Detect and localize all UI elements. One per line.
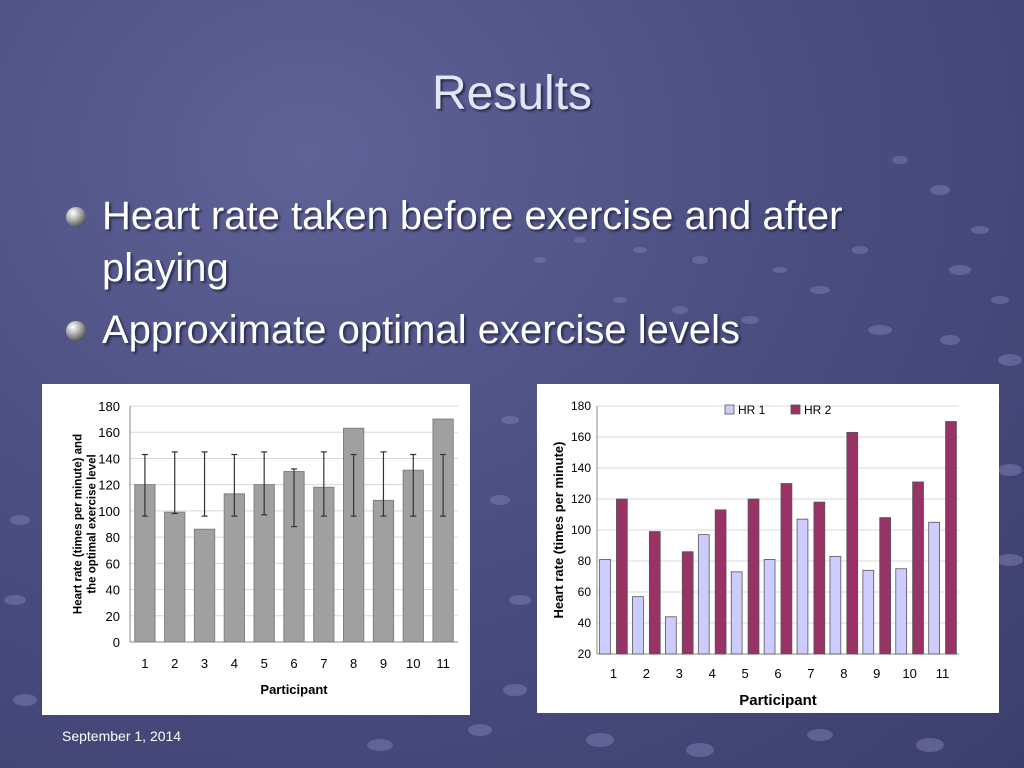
y-axis-label: Heart rate (times per minute) xyxy=(551,442,566,619)
bar-hr-1 xyxy=(730,571,743,655)
y-tick-label: 180 xyxy=(571,399,591,413)
bar-hr-1 xyxy=(895,568,908,655)
bar-hr-2 xyxy=(879,517,891,655)
x-tick-label: 8 xyxy=(840,666,847,681)
bar xyxy=(164,511,186,643)
x-tick-label: 10 xyxy=(406,656,420,671)
bar-hr-1 xyxy=(862,569,875,655)
x-tick-label: 1 xyxy=(610,666,617,681)
x-tick-label: 3 xyxy=(201,656,208,671)
y-tick-label: 40 xyxy=(106,583,120,598)
legend-swatch xyxy=(790,404,801,415)
bar-hr-1 xyxy=(665,616,677,655)
bullet-text: Heart rate taken before exercise and aft… xyxy=(102,194,843,290)
bar xyxy=(372,499,395,643)
bar-hr-2 xyxy=(681,551,694,655)
x-tick-label: 2 xyxy=(171,656,178,671)
chart-panel-optimal-level: 0 20 40 60 80 100 120 140 160 180 1 2 3 4 5 6 7 8 9 10 11 Par… xyxy=(42,384,470,715)
bar-hr-2 xyxy=(616,498,628,655)
x-tick-label: 9 xyxy=(380,656,387,671)
bar-hr-2 xyxy=(780,483,793,655)
y-tick-label: 100 xyxy=(98,504,120,519)
x-tick-label: 9 xyxy=(873,666,880,681)
bar xyxy=(432,418,454,643)
bar-hr-1 xyxy=(829,555,842,655)
bullet-item: Approximate optimal exercise levels xyxy=(66,304,966,356)
x-tick-label: 8 xyxy=(350,656,357,671)
bar-hr-2 xyxy=(846,431,859,655)
y-tick-label: 40 xyxy=(578,616,592,630)
y-tick-label: 100 xyxy=(571,523,591,537)
x-tick-label: 11 xyxy=(936,666,950,681)
bar-hr-1 xyxy=(796,518,809,655)
bullet-text: Approximate optimal exercise levels xyxy=(102,308,741,352)
bar-hr-2 xyxy=(945,421,957,655)
x-tick-label: 2 xyxy=(643,666,650,681)
x-axis-label: Participant xyxy=(260,682,328,697)
bullet-orb-icon xyxy=(66,207,86,227)
y-tick-label: 20 xyxy=(578,647,592,661)
bullet-orb-icon xyxy=(66,321,86,341)
x-axis-label: Participant xyxy=(739,692,817,709)
y-axis-label: Heart rate (times per minute) and the opt… xyxy=(73,434,99,614)
bar-hr-2 xyxy=(912,481,924,655)
y-tick-label: 20 xyxy=(106,609,120,624)
bar xyxy=(193,528,216,643)
y-tick-label: 180 xyxy=(98,399,120,414)
bar-hr-2 xyxy=(747,498,760,655)
x-tick-label: 4 xyxy=(709,666,716,681)
x-tick-label: 11 xyxy=(436,656,450,671)
legend-label: HR 2 xyxy=(804,403,832,417)
y-tick-label: 80 xyxy=(578,554,592,568)
bar-hr-1 xyxy=(928,521,940,655)
x-tick-label: 4 xyxy=(231,656,238,671)
y-tick-label: 120 xyxy=(98,478,120,493)
slide-title: Results xyxy=(431,67,593,120)
bar-hr-2 xyxy=(648,531,661,655)
legend-swatch xyxy=(724,404,735,415)
x-tick-label: 6 xyxy=(774,666,781,681)
bar-hr-1 xyxy=(599,559,611,655)
bar xyxy=(342,427,365,643)
x-tick-label: 7 xyxy=(807,666,814,681)
x-tick-label: 1 xyxy=(141,656,148,671)
x-tick-label: 5 xyxy=(261,656,268,671)
x-tick-label: 7 xyxy=(320,656,327,671)
y-tick-label: 60 xyxy=(106,556,120,571)
x-tick-label: 10 xyxy=(902,666,916,681)
bar-chart-hr-comparison: 20 40 60 80 100 120 140 160 180 1 2 3 4 5 6 7 8 9 10 11 Part… xyxy=(551,399,959,709)
bullet-item: Heart rate taken before exercise and aft… xyxy=(66,190,966,294)
bar-chart-optimal-level: 0 20 40 60 80 100 120 140 160 180 1 2 3 4 5 6 7 8 9 10 11 Par… xyxy=(73,399,458,697)
bullet-list: Heart rate taken before exercise and aft… xyxy=(66,190,966,366)
bar-hr-2 xyxy=(714,509,727,655)
chart-panel-hr-comparison: 20 40 60 80 100 120 140 160 180 1 2 3 4 5 6 7 8 9 10 11 Part… xyxy=(537,384,999,713)
y-tick-label: 160 xyxy=(98,425,120,440)
bar-hr-2 xyxy=(813,501,826,655)
x-tick-label: 6 xyxy=(290,656,297,671)
y-tick-label: 0 xyxy=(113,635,120,650)
x-tick-label: 3 xyxy=(676,666,683,681)
y-tick-label: 80 xyxy=(106,530,120,545)
y-tick-label: 140 xyxy=(98,451,120,466)
footer-date: September 1, 2014 xyxy=(62,728,182,744)
y-tick-label: 140 xyxy=(571,461,591,475)
bar-hr-1 xyxy=(632,596,644,655)
bar-hr-1 xyxy=(697,534,710,655)
y-tick-label: 60 xyxy=(578,585,592,599)
x-tick-label: 5 xyxy=(741,666,748,681)
y-tick-label: 120 xyxy=(571,492,591,506)
legend-label: HR 1 xyxy=(738,403,766,417)
bar-hr-1 xyxy=(763,559,776,655)
y-tick-label: 160 xyxy=(571,430,591,444)
